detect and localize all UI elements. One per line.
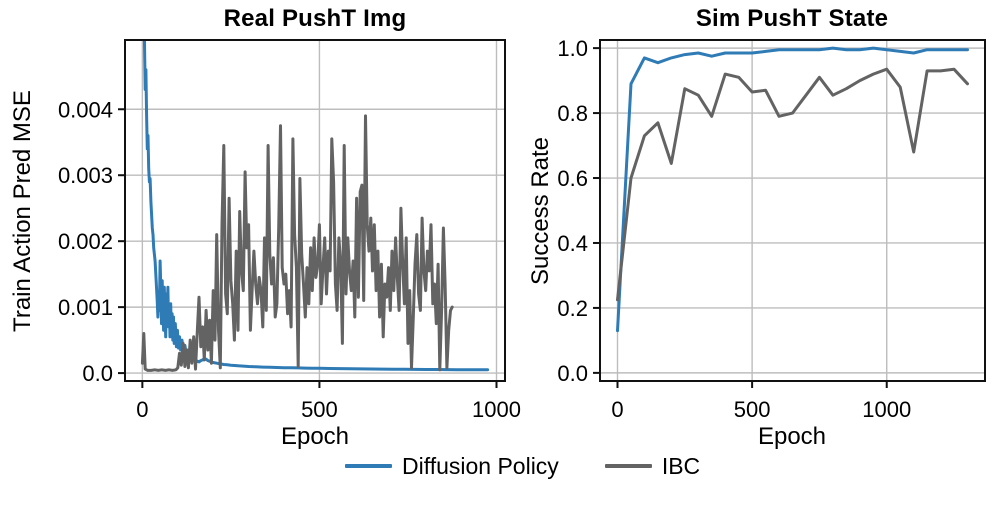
plot-real-pusht-img: 0 500 1000 0.0 0.001 0.002 0.003 0.004 — [58, 39, 521, 422]
left-plot-title: Real PushT Img — [223, 5, 407, 32]
axes-spines — [124, 39, 506, 382]
line-ibc — [140, 114, 454, 372]
x-tick-label: 1000 — [862, 397, 911, 422]
y-tick-label: 0.004 — [58, 97, 113, 122]
y-tick-label: 0.0 — [82, 361, 113, 386]
y-tick-label: 0.003 — [58, 163, 113, 188]
axes-spines — [599, 39, 986, 382]
ibc-line-swatch — [604, 464, 652, 468]
left-y-axis-label: Train Action Pred MSE — [9, 90, 36, 332]
plot-sim-pusht-state: 0 500 1000 0.0 0.2 0.4 0.6 0.8 1.0 — [557, 36, 986, 422]
line-ibc — [616, 67, 969, 302]
left-x-axis-label: Epoch — [280, 423, 350, 450]
y-tick-label: 1.0 — [557, 36, 588, 61]
legend-label-ibc: IBC — [661, 452, 701, 479]
y-tick-label: 0.4 — [557, 231, 588, 256]
x-tick-label: 0 — [136, 397, 148, 422]
y-tick-label: 0.0 — [557, 361, 588, 386]
y-tick-label: 0.8 — [557, 101, 588, 126]
diffusion-policy-line-swatch — [345, 464, 392, 468]
x-tick-label: 500 — [734, 397, 771, 422]
line-diffusion-policy — [616, 46, 969, 333]
y-tick-label: 0.001 — [58, 295, 113, 320]
right-y-axis-label: Success Rate — [527, 136, 554, 286]
y-tick-label: 0.002 — [58, 229, 113, 254]
legend: Diffusion Policy IBC — [345, 452, 700, 480]
right-x-axis-label: Epoch — [757, 423, 827, 450]
y-tick-label: 0.6 — [557, 166, 588, 191]
x-tick-label: 0 — [611, 397, 623, 422]
legend-item-ibc: IBC — [604, 452, 701, 480]
y-tick-label: 0.2 — [557, 296, 588, 321]
x-tick-label: 500 — [301, 397, 338, 422]
legend-label-diffusion-policy: Diffusion Policy — [402, 452, 559, 479]
legend-item-diffusion-policy: Diffusion Policy — [345, 453, 559, 480]
right-plot-title: Sim PushT State — [695, 5, 889, 32]
x-tick-label: 1000 — [472, 397, 521, 422]
